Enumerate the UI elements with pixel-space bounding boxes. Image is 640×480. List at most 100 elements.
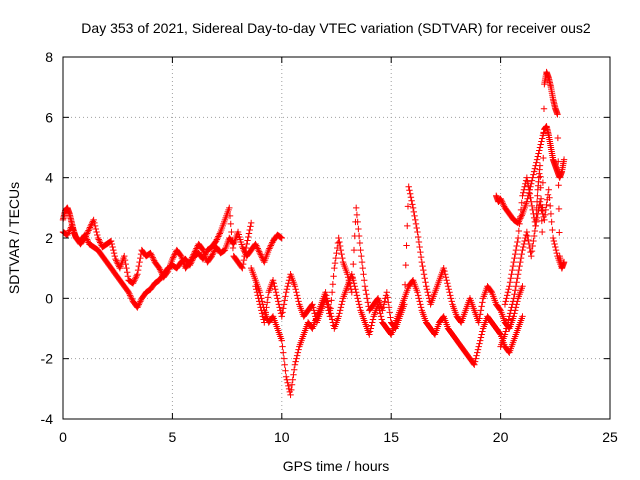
data-point [519, 246, 526, 254]
data-point [337, 246, 345, 254]
data-point [518, 250, 525, 258]
series-2 [59, 216, 285, 287]
data-point [83, 230, 91, 237]
data-point [132, 274, 140, 281]
x-tick-label: 15 [383, 429, 399, 445]
data-point [525, 182, 532, 189]
data-point [226, 212, 234, 220]
data-point [442, 274, 450, 281]
data-point [191, 248, 199, 255]
data-point [355, 232, 363, 240]
data-point [513, 279, 520, 286]
data-point [95, 236, 102, 243]
data-point [338, 250, 345, 258]
data-point [507, 275, 515, 282]
data-point [122, 260, 129, 268]
data-point [282, 293, 289, 300]
data-point [210, 248, 218, 255]
data-point [379, 304, 387, 311]
data-point [440, 264, 447, 272]
series-3 [247, 264, 526, 399]
data-point [253, 286, 260, 293]
data-point [309, 304, 317, 311]
data-point [533, 214, 541, 222]
data-point [93, 228, 100, 236]
data-point [555, 205, 563, 213]
data-point [515, 227, 523, 235]
data-point [497, 195, 504, 202]
x-axis-label: GPS time / hours [283, 458, 390, 474]
data-point [506, 310, 514, 317]
data-point [539, 179, 547, 186]
data-point [424, 289, 431, 296]
data-point [529, 242, 536, 250]
data-point [171, 251, 178, 258]
data-point [191, 249, 198, 257]
data-point [556, 229, 563, 236]
data-point [310, 307, 318, 314]
data-point [530, 168, 538, 175]
data-point [227, 220, 234, 228]
data-point [322, 295, 329, 302]
data-point [401, 301, 408, 308]
data-point [239, 245, 247, 252]
data-point [96, 239, 104, 246]
data-point [503, 325, 510, 332]
data-point [350, 260, 357, 268]
data-point [552, 246, 560, 254]
data-point [538, 207, 546, 215]
data-point [524, 195, 531, 202]
data-point [336, 307, 344, 314]
data-point [86, 225, 93, 233]
data-point [403, 242, 410, 249]
data-point [156, 266, 164, 273]
data-point [406, 190, 414, 197]
data-point [126, 290, 133, 298]
data-point [254, 245, 261, 252]
data-point [383, 289, 391, 296]
data-point [538, 135, 546, 142]
data-point [514, 234, 522, 242]
data-point [414, 289, 421, 296]
data-point [385, 304, 393, 311]
data-point [170, 252, 178, 260]
data-point [209, 251, 216, 258]
y-tick-label: 0 [45, 290, 53, 306]
data-point [350, 246, 358, 254]
data-point [239, 264, 246, 272]
data-point [554, 134, 562, 142]
data-point [91, 222, 99, 230]
data-point [94, 231, 101, 239]
data-point [509, 262, 517, 270]
data-point [276, 304, 283, 311]
data-point [246, 226, 253, 234]
data-point [148, 251, 155, 258]
data-point [239, 243, 246, 251]
data-point [380, 301, 388, 308]
data-point [90, 216, 97, 224]
data-point [505, 316, 512, 323]
data-point [82, 233, 89, 240]
data-point [281, 297, 288, 304]
data-point [410, 208, 418, 216]
data-point [512, 283, 520, 290]
data-point [277, 233, 284, 241]
data-point [338, 301, 345, 308]
data-point [519, 313, 526, 320]
data-point [503, 295, 510, 302]
data-point [125, 289, 132, 296]
data-point [148, 252, 156, 260]
data-points [59, 68, 568, 399]
data-point [418, 258, 426, 266]
data-point [404, 222, 411, 230]
data-point [415, 238, 423, 246]
data-point [523, 228, 531, 236]
data-point [518, 199, 525, 207]
data-point [109, 243, 116, 251]
data-point [358, 252, 365, 260]
data-point [555, 158, 562, 165]
x-tick-label: 10 [274, 429, 290, 445]
data-point [257, 251, 264, 258]
data-point [326, 310, 333, 317]
data-point [133, 272, 140, 279]
